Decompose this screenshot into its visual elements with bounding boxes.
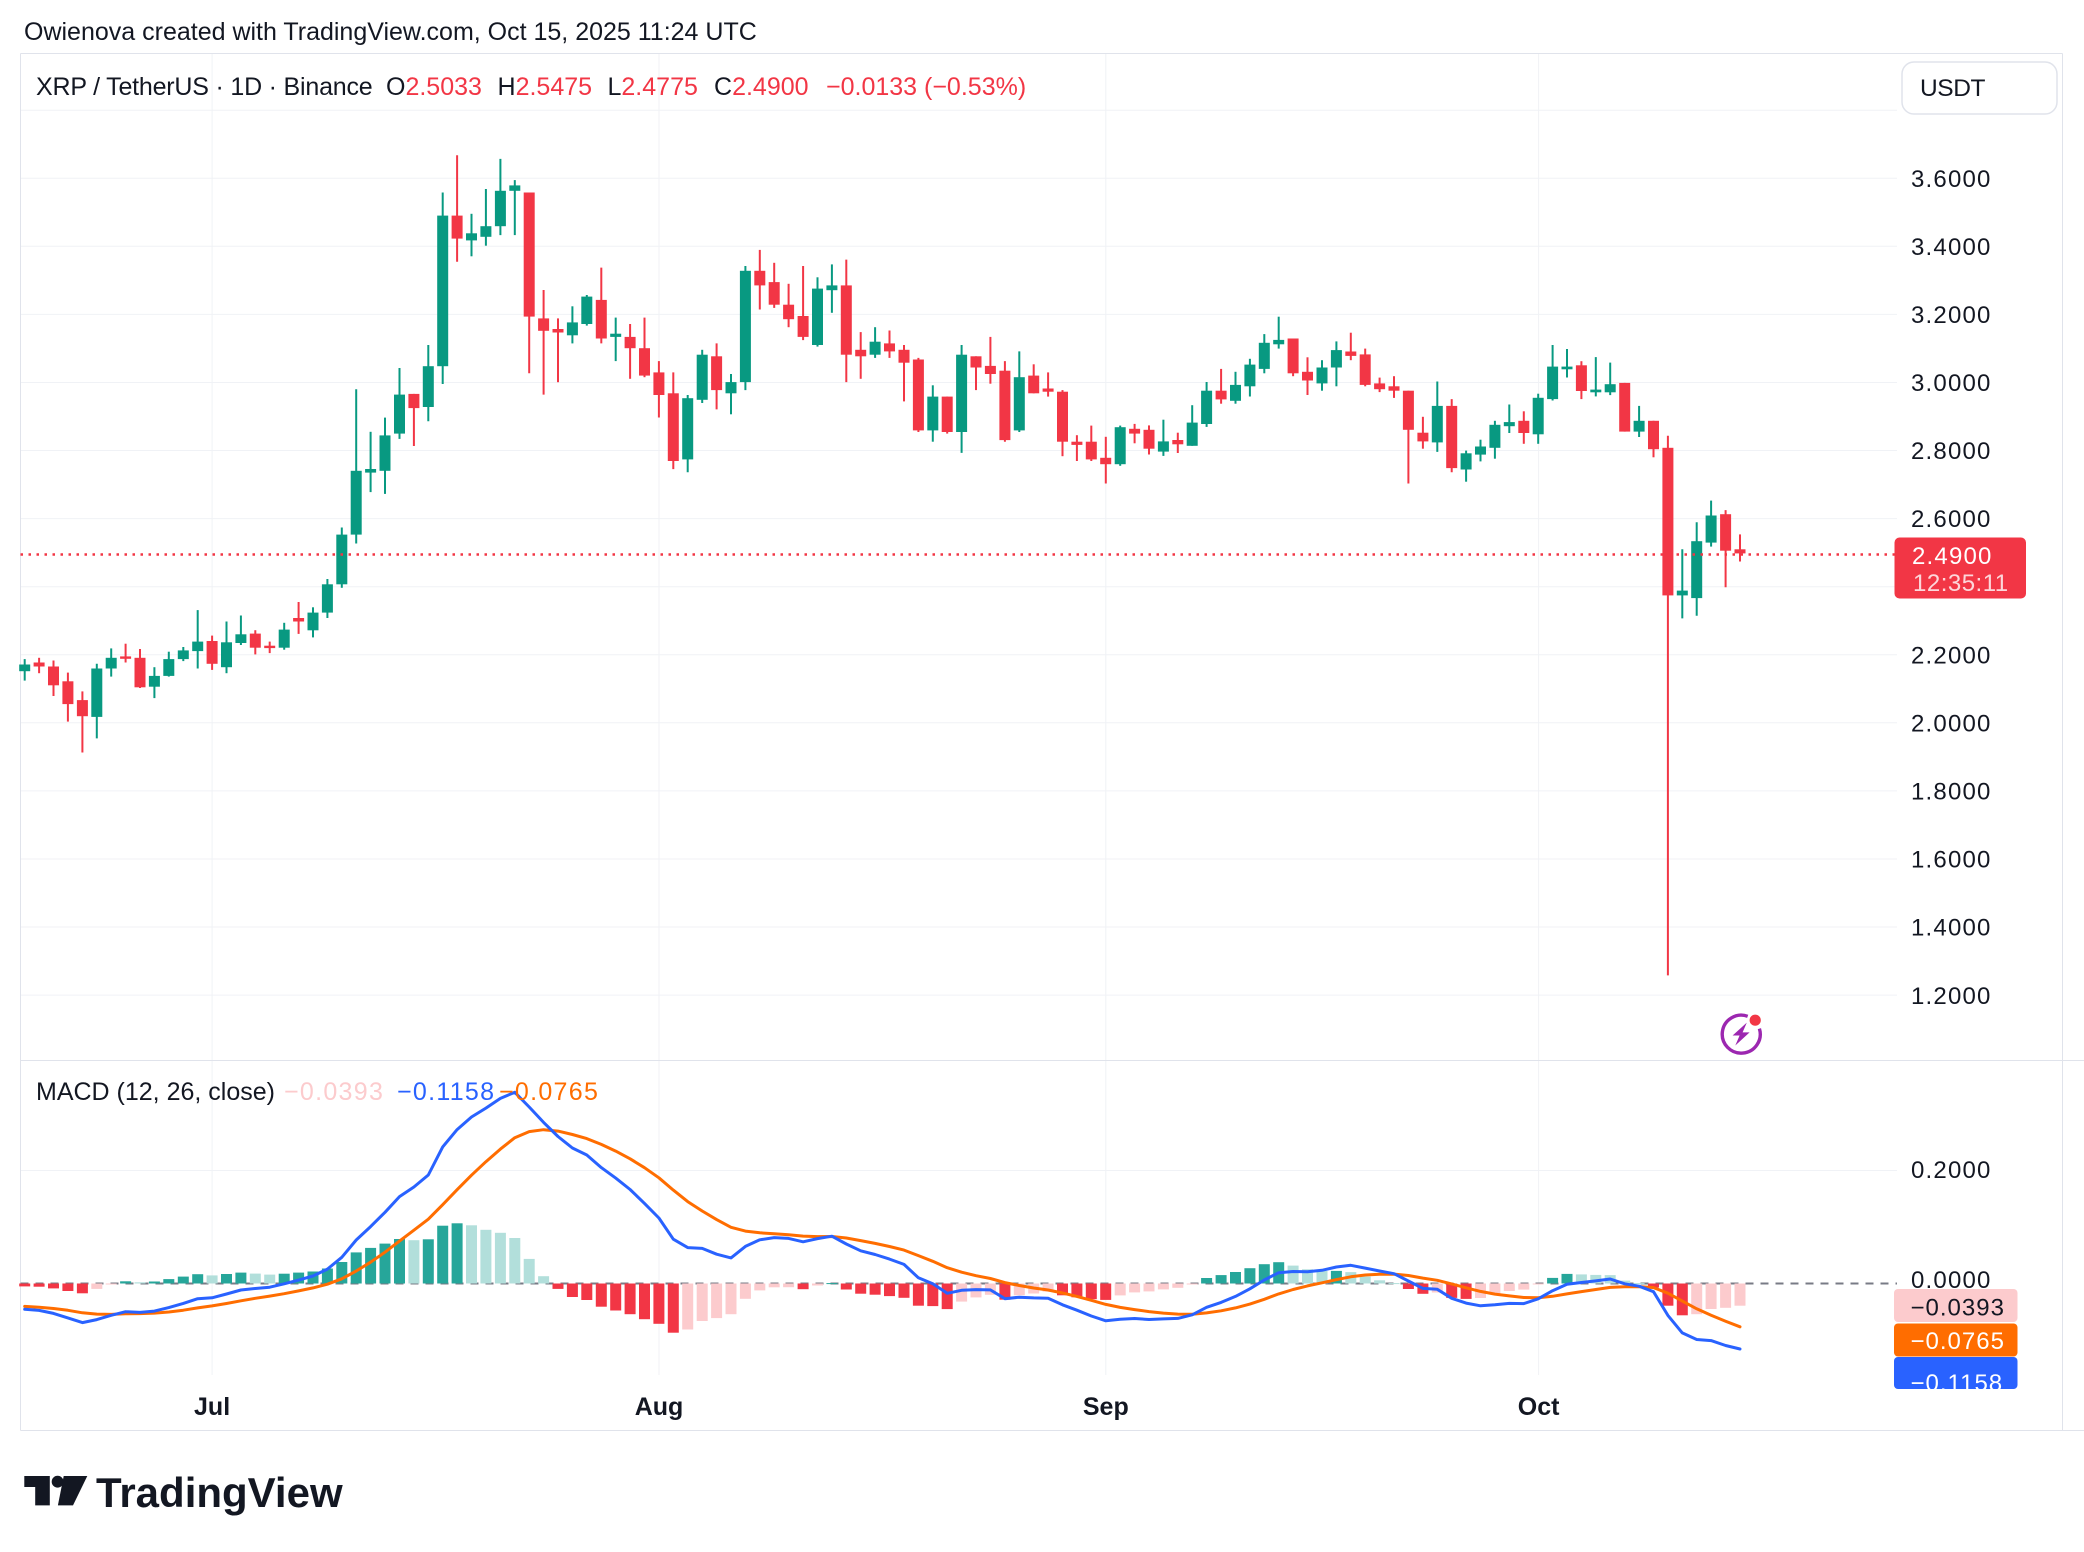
svg-text:12:35:11: 12:35:11 [1913,570,2009,597]
svg-text:3.6000: 3.6000 [1911,166,1992,193]
svg-text:−0.1158: −0.1158 [397,1078,495,1106]
svg-text:2.4900: 2.4900 [1912,543,1993,570]
svg-text:1.8000: 1.8000 [1911,779,1992,806]
svg-text:−0.0765: −0.0765 [1911,1328,2005,1355]
svg-text:−0.0393: −0.0393 [1911,1295,2005,1322]
svg-text:C2.4900: C2.4900 [714,73,809,101]
svg-text:L2.4775: L2.4775 [608,73,698,101]
svg-text:USDT: USDT [1920,75,1986,102]
svg-text:2.6000: 2.6000 [1911,506,1992,533]
svg-text:Oct: Oct [1518,1393,1560,1421]
svg-text:3.0000: 3.0000 [1911,370,1992,397]
svg-text:1.4000: 1.4000 [1911,915,1992,942]
svg-text:3.2000: 3.2000 [1911,302,1992,329]
svg-text:−0.0393: −0.0393 [284,1078,384,1106]
svg-text:1.2000: 1.2000 [1911,983,1992,1010]
svg-text:1.6000: 1.6000 [1911,847,1992,874]
svg-text:Owienova created with TradingV: Owienova created with TradingView.com, O… [24,18,757,46]
svg-text:Jul: Jul [194,1393,230,1421]
svg-text:0.2000: 0.2000 [1911,1157,1992,1184]
svg-text:2.8000: 2.8000 [1911,438,1992,465]
svg-text:3.4000: 3.4000 [1911,234,1992,261]
svg-text:O2.5033: O2.5033 [386,73,482,101]
svg-text:TradingView: TradingView [96,1469,343,1516]
svg-text:XRP / TetherUS · 1D · Binance: XRP / TetherUS · 1D · Binance [36,73,373,101]
svg-text:−0.0765: −0.0765 [499,1078,599,1106]
svg-text:2.0000: 2.0000 [1911,711,1992,738]
svg-text:Aug: Aug [635,1393,684,1421]
svg-text:−0.1158: −0.1158 [1911,1370,2004,1397]
svg-text:2.2000: 2.2000 [1911,642,1992,669]
svg-text:−0.0133 (−0.53%): −0.0133 (−0.53%) [826,73,1026,101]
svg-text:Sep: Sep [1083,1393,1129,1421]
svg-text:MACD (12, 26, close): MACD (12, 26, close) [36,1078,275,1106]
svg-text:H2.5475: H2.5475 [498,73,593,101]
